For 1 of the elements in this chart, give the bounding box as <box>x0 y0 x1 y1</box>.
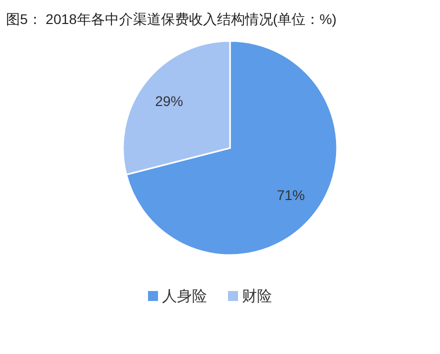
title: 图5： 2018年各中介渠道保费收入结构情况(单位：%) <box>6 11 337 27</box>
